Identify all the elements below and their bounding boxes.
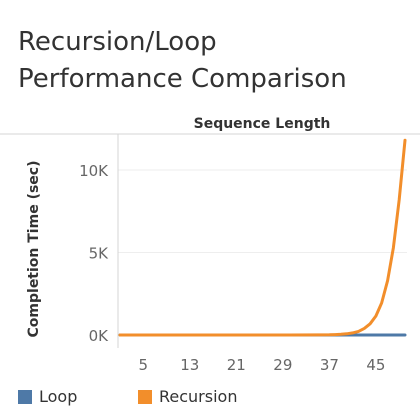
legend-label-loop: Loop [39, 387, 78, 406]
series-lines [118, 138, 407, 337]
series-line-recursion [118, 138, 407, 337]
legend-swatch-recursion [138, 390, 152, 404]
x-axis-title: Sequence Length [194, 116, 331, 132]
chart-title-line-1: Recursion/Loop [18, 27, 217, 57]
y-axis-title: Completion Time (sec) [26, 161, 42, 338]
grid-lines [118, 169, 407, 253]
x-tick-label: 13 [180, 356, 199, 374]
chart-title: Recursion/Loop Performance Comparison [18, 24, 408, 98]
legend-label-recursion: Recursion [159, 387, 238, 406]
x-tick-label: 29 [273, 356, 292, 374]
chart-title-line-2: Performance Comparison [18, 64, 347, 94]
x-tick-labels: 5 13 21 29 37 45 [138, 356, 385, 374]
y-tick-label: 10K [79, 162, 109, 180]
y-tick-labels: 0K 5K 10K [79, 162, 109, 345]
x-tick-label: 37 [320, 356, 339, 374]
y-tick-label: 0K [89, 327, 110, 345]
legend-swatch-loop [18, 390, 32, 404]
x-tick-label: 45 [366, 356, 385, 374]
y-tick-label: 5K [89, 245, 110, 263]
x-tick-label: 5 [138, 356, 148, 374]
x-tick-label: 21 [227, 356, 246, 374]
